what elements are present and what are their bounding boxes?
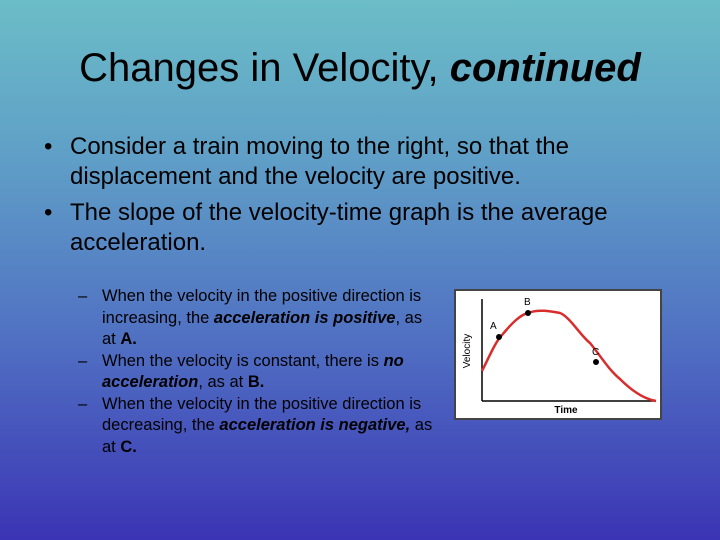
- sub-bullet-point: A.: [120, 330, 137, 348]
- x-axis-label: Time: [554, 405, 578, 416]
- sub-bullet-text: When the velocity in the positive direct…: [102, 286, 440, 351]
- sub-bullet-point: C.: [120, 437, 137, 456]
- bullet-item: • Consider a train moving to the right, …: [44, 132, 684, 192]
- sub-bullet-emphasis: acceleration is positive: [213, 308, 396, 327]
- bullet-list: • Consider a train moving to the right, …: [44, 132, 684, 264]
- sub-bullet-marker: –: [78, 351, 88, 370]
- bullet-marker: •: [44, 199, 53, 226]
- sub-bullet-marker: –: [78, 287, 88, 305]
- bullet-text: The slope of the velocity-time graph is …: [70, 199, 608, 256]
- sub-bullet-pre: When the velocity in the positive direct…: [102, 394, 422, 435]
- point-c-label: C: [592, 347, 599, 358]
- velocity-time-graph: Velocity Time A B C: [454, 289, 662, 420]
- sub-bullet-emphasis: no acceleration: [102, 351, 404, 392]
- bullet-text: Consider a train moving to the right, so…: [70, 133, 569, 190]
- point-a-label: A: [490, 321, 497, 332]
- sub-bullet-mid: , as at: [102, 308, 423, 349]
- sub-bullet-pre: When the velocity is constant, there is: [102, 351, 384, 370]
- point-b-marker: [525, 310, 531, 316]
- sub-bullet-text: When the velocity is constant, there is …: [102, 351, 440, 394]
- point-b-label: B: [524, 297, 531, 308]
- graph-svg: Velocity Time A B C: [462, 297, 657, 416]
- sub-bullet-mid: , as at: [198, 373, 248, 391]
- sub-bullet-pre: When the velocity in the positive direct…: [102, 287, 422, 327]
- point-c-marker: [593, 359, 599, 365]
- sub-bullet-list: – When the velocity in the positive dire…: [78, 286, 440, 458]
- velocity-curve: [480, 309, 657, 403]
- sub-bullet-emphasis: acceleration is negative,: [219, 416, 411, 434]
- y-axis-label: Velocity: [462, 334, 473, 368]
- sub-bullet-point: B.: [247, 373, 265, 391]
- bullet-item: • The slope of the velocity-time graph i…: [44, 198, 684, 258]
- sub-bullet-item: – When the velocity is constant, there i…: [78, 351, 440, 394]
- title-main: Changes in Velocity,: [79, 46, 450, 90]
- sub-bullet-item: – When the velocity in the positive dire…: [78, 394, 440, 459]
- sub-bullet-mid: as at: [102, 416, 433, 456]
- point-a-marker: [496, 334, 502, 340]
- sub-bullet-marker: –: [78, 394, 88, 413]
- sub-bullet-text: When the velocity in the positive direct…: [102, 394, 440, 459]
- title-emphasis: continued: [449, 46, 641, 90]
- sub-bullet-item: – When the velocity in the positive dire…: [78, 286, 440, 351]
- bullet-marker: •: [44, 133, 53, 160]
- slide-title: Changes in Velocity, continued: [0, 44, 720, 92]
